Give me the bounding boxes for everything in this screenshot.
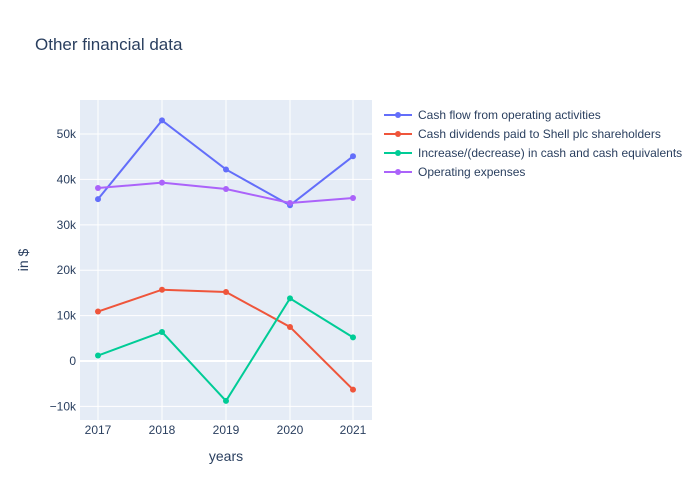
- data-point[interactable]: [287, 200, 293, 207]
- y-axis-ticks: −10k 0 10k 20k 30k 40k 50k: [50, 127, 77, 413]
- data-point[interactable]: [95, 196, 101, 203]
- legend-swatch-marker: [395, 150, 401, 156]
- data-point[interactable]: [287, 323, 293, 330]
- data-point[interactable]: [95, 185, 101, 192]
- data-point[interactable]: [223, 185, 229, 192]
- data-point[interactable]: [223, 289, 229, 295]
- legend-item[interactable]: Operating expenses: [384, 165, 525, 179]
- y-tick-label: 30k: [57, 218, 77, 232]
- data-point[interactable]: [159, 117, 165, 124]
- data-point[interactable]: [350, 153, 356, 160]
- x-axis-title: years: [209, 448, 243, 464]
- legend-label: Cash dividends paid to Shell plc shareho…: [418, 127, 661, 141]
- series-lines: [95, 117, 356, 404]
- data-point[interactable]: [159, 328, 165, 335]
- x-tick-label: 2019: [213, 423, 240, 437]
- series-3: [95, 179, 356, 207]
- data-point[interactable]: [159, 179, 165, 186]
- data-point[interactable]: [223, 397, 229, 404]
- legend-label: Increase/(decrease) in cash and cash equ…: [418, 146, 682, 160]
- data-point[interactable]: [95, 352, 101, 359]
- x-axis-ticks: 2017 2018 2019 2020 2021: [85, 423, 367, 437]
- data-point[interactable]: [95, 308, 101, 315]
- data-point[interactable]: [223, 166, 229, 173]
- legend[interactable]: Cash flow from operating activities Cash …: [384, 108, 682, 179]
- x-tick-label: 2021: [340, 423, 367, 437]
- data-point[interactable]: [350, 195, 356, 202]
- data-point[interactable]: [350, 334, 356, 341]
- y-tick-label: 10k: [57, 309, 77, 323]
- series-1: [95, 286, 356, 393]
- y-tick-label: 50k: [57, 127, 77, 141]
- x-tick-label: 2018: [149, 423, 176, 437]
- data-point[interactable]: [159, 286, 165, 293]
- legend-item[interactable]: Cash flow from operating activities: [384, 108, 601, 122]
- legend-swatch-marker: [395, 169, 401, 175]
- legend-item[interactable]: Increase/(decrease) in cash and cash equ…: [384, 146, 682, 160]
- legend-item[interactable]: Cash dividends paid to Shell plc shareho…: [384, 127, 661, 141]
- x-tick-label: 2017: [85, 423, 112, 437]
- y-axis-title: in $: [15, 249, 31, 272]
- data-point[interactable]: [287, 295, 293, 302]
- y-tick-label: −10k: [50, 399, 77, 413]
- y-tick-label: 20k: [57, 263, 77, 277]
- series-2: [95, 295, 356, 404]
- chart-title: Other financial data: [35, 35, 183, 54]
- y-tick-label: 40k: [57, 172, 77, 186]
- legend-swatch-marker: [395, 131, 401, 137]
- legend-swatch-marker: [395, 112, 401, 118]
- legend-label: Cash flow from operating activities: [418, 108, 601, 122]
- data-point[interactable]: [350, 386, 356, 393]
- y-tick-label: 0: [69, 354, 76, 368]
- legend-label: Operating expenses: [418, 165, 525, 179]
- grid-lines: [80, 100, 372, 420]
- x-tick-label: 2020: [277, 423, 304, 437]
